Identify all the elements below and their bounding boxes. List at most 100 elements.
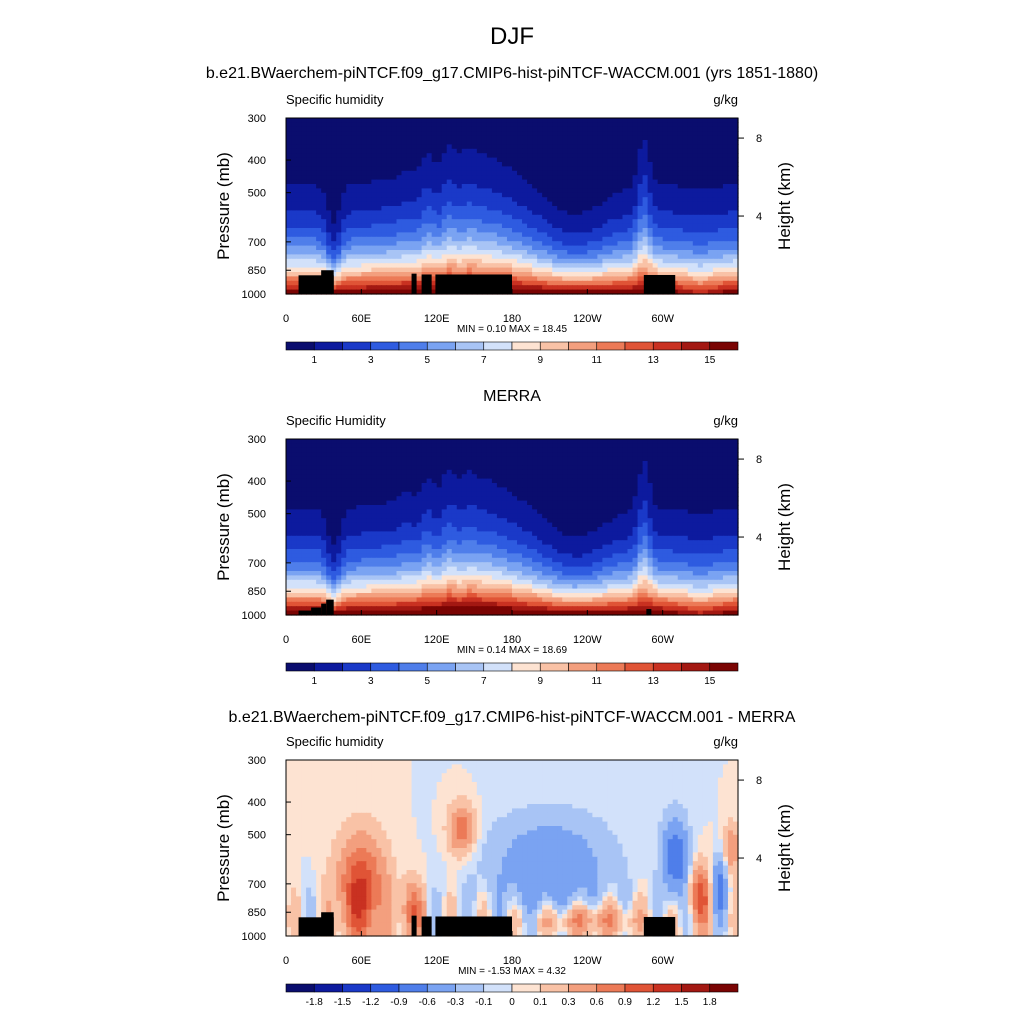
contour-cell — [552, 214, 558, 220]
contour-cell — [371, 135, 377, 141]
contour-cell — [381, 214, 388, 220]
contour-cell — [607, 447, 614, 453]
contour-cell — [446, 496, 453, 502]
contour-cell — [687, 192, 694, 198]
contour-cell — [537, 263, 543, 269]
contour-cell — [712, 162, 719, 167]
contour-cell — [672, 140, 679, 145]
contour-cell — [592, 192, 598, 198]
contour-cell — [306, 474, 312, 480]
contour-cell — [677, 236, 684, 242]
contour-cell — [486, 236, 493, 242]
contour-cell — [461, 241, 468, 247]
contour-cell — [622, 201, 629, 207]
contour-cell — [557, 254, 563, 260]
contour-cell — [727, 272, 734, 277]
contour-cell — [567, 184, 573, 189]
panel-title: b.e21.BWaerchem-piNTCF.f09_g17.CMIP6-his… — [206, 65, 818, 82]
contour-cell — [326, 153, 332, 159]
contour-cell — [421, 478, 428, 484]
contour-cell — [512, 228, 518, 233]
contour-cell — [336, 210, 342, 216]
contour-cell — [597, 175, 603, 181]
contour-cell — [672, 232, 679, 238]
contour-cell — [466, 263, 473, 269]
contour-cell — [366, 166, 372, 172]
contour-cell — [376, 148, 383, 154]
contour-cell — [717, 148, 724, 154]
contour-cell — [316, 478, 322, 484]
contour-cell — [406, 254, 413, 260]
contour-cell — [687, 223, 694, 229]
contour-cell — [471, 140, 478, 145]
contour-cell — [512, 179, 518, 185]
contour-cell — [547, 465, 553, 471]
contour-cell — [451, 254, 458, 260]
contour-cell — [301, 140, 307, 145]
contour-cell — [291, 166, 297, 172]
contour-cell — [306, 254, 312, 260]
contour-cell — [356, 210, 362, 216]
x-tick-label: 0 — [283, 313, 289, 325]
contour-cell — [712, 483, 719, 488]
contour-cell — [677, 228, 684, 233]
contour-cell — [411, 184, 418, 189]
contour-cell — [572, 469, 578, 475]
contour-cell — [316, 263, 322, 269]
contour-cell — [702, 144, 709, 150]
contour-cell — [722, 219, 729, 225]
contour-cell — [577, 162, 583, 167]
contour-cell — [547, 258, 553, 264]
contour-cell — [687, 263, 694, 269]
contour-cell — [557, 188, 563, 194]
contour-cell — [712, 258, 719, 264]
contour-cell — [501, 210, 508, 216]
contour-cell — [672, 144, 679, 150]
contour-cell — [582, 474, 588, 480]
contour-cell — [486, 258, 493, 264]
contour-cell — [532, 153, 538, 159]
contour-cell — [612, 465, 619, 471]
contour-cell — [486, 491, 493, 497]
contour-cell — [512, 206, 518, 211]
contour-cell — [602, 461, 609, 466]
contour-cell — [491, 144, 498, 150]
contour-cell — [441, 219, 448, 225]
contour-cell — [381, 487, 388, 493]
contour-cell — [396, 447, 403, 453]
contour-cell — [391, 491, 398, 497]
contour-cell — [572, 500, 578, 506]
contour-cell — [672, 188, 679, 194]
contour-cell — [301, 197, 307, 203]
contour-cell — [557, 439, 563, 444]
contour-cell — [436, 184, 443, 189]
contour-cell — [441, 439, 448, 444]
contour-cell — [597, 197, 603, 203]
contour-cell — [421, 250, 428, 255]
contour-cell — [542, 500, 548, 506]
contour-cell — [411, 469, 418, 475]
contour-cell — [577, 250, 583, 255]
contour-cell — [291, 272, 297, 277]
contour-cell — [577, 184, 583, 189]
contour-cell — [396, 452, 403, 458]
contour-cell — [557, 153, 563, 159]
contour-cell — [652, 118, 659, 123]
contour-cell — [456, 131, 463, 137]
contour-cell — [481, 148, 488, 154]
contour-cell — [356, 175, 362, 181]
contour-cell — [537, 285, 543, 291]
contour-cell — [712, 166, 719, 172]
contour-cell — [692, 447, 699, 453]
contour-cell — [456, 443, 463, 449]
contour-cell — [707, 162, 714, 167]
contour-cell — [622, 148, 629, 154]
contour-cell — [491, 135, 498, 141]
contour-cell — [446, 254, 453, 260]
contour-cell — [532, 487, 538, 493]
contour-cell — [672, 197, 679, 203]
contour-cell — [637, 135, 644, 141]
contour-cell — [557, 461, 563, 466]
contour-cell — [476, 175, 483, 181]
contour-cell — [406, 443, 413, 449]
